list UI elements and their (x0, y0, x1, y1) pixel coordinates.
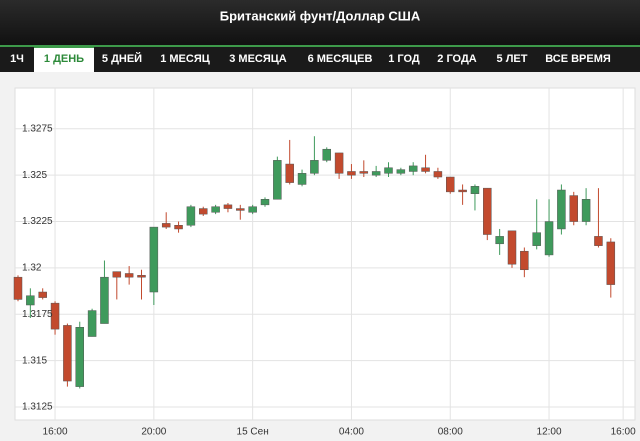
candle-body (137, 275, 146, 278)
candle-body (236, 208, 245, 211)
candle-body (63, 325, 72, 382)
x-tick-label: 20:00 (141, 427, 166, 438)
candle-body (38, 291, 47, 298)
candle-body (544, 221, 554, 256)
header-bar (0, 0, 640, 45)
y-tick-label: 1.3225 (22, 216, 53, 227)
tab-bar-line (0, 45, 640, 47)
candle-body (223, 204, 233, 209)
candle-body (347, 171, 356, 176)
y-tick-label: 1.3175 (22, 309, 53, 320)
y-tick-label: 1.325 (22, 170, 47, 181)
candle-body (458, 189, 467, 193)
x-tick-label: 04:00 (339, 427, 364, 438)
candle-body (248, 206, 257, 213)
candle-body (581, 199, 591, 222)
y-tick-label: 1.3275 (22, 123, 53, 134)
y-tick-label: 1.3125 (22, 402, 53, 413)
x-tick-label: 12:00 (537, 427, 562, 438)
tab[interactable]: 5 ЛЕТ (497, 53, 528, 65)
candle-body (199, 208, 208, 215)
candle-body (273, 160, 282, 200)
candle-body (13, 276, 23, 300)
candle-body (50, 302, 60, 330)
tab[interactable]: 3 МЕСЯЦА (229, 53, 287, 65)
plot-area (14, 87, 636, 421)
tab[interactable]: 1 ГОД (388, 53, 420, 65)
candle-body (310, 160, 319, 174)
tab[interactable]: ВСЕ ВРЕМЯ (545, 53, 611, 65)
candle-body (520, 250, 529, 271)
candle-body (408, 165, 418, 172)
x-tick-label: 08:00 (438, 427, 463, 438)
candle-body (285, 163, 294, 183)
x-tick-label: 16:00 (43, 427, 68, 438)
candle-body (433, 171, 443, 178)
candle-body (124, 273, 134, 278)
candle-body (322, 148, 331, 161)
candle-body (334, 152, 344, 174)
tab[interactable]: 1 ДЕНЬ (44, 53, 84, 65)
candle-body (174, 225, 183, 230)
candle-body (26, 295, 35, 306)
candle-body (594, 236, 603, 246)
active-tab-line (34, 45, 94, 48)
candle-body (470, 186, 480, 194)
candle-body (112, 271, 122, 278)
tab[interactable]: 6 МЕСЯЦЕВ (308, 53, 373, 65)
candle-body (396, 169, 406, 174)
candle-body (75, 327, 84, 387)
candle-body (260, 199, 270, 206)
candle-body (359, 171, 369, 174)
candle-body (421, 167, 430, 172)
candle-body (446, 176, 455, 193)
x-tick-label: 15 Сен (237, 427, 269, 438)
candle-body (483, 187, 492, 235)
candle-body (211, 206, 220, 213)
candle-body (507, 230, 517, 265)
candle-body (297, 173, 307, 185)
candle-body (495, 236, 504, 245)
candle-body (371, 171, 381, 176)
tab[interactable]: 1Ч (10, 53, 24, 65)
tab[interactable]: 1 МЕСЯЦ (160, 53, 210, 65)
active-tab-bg (34, 45, 94, 72)
candle-body (87, 310, 97, 337)
tab[interactable]: 5 ДНЕЙ (102, 52, 142, 65)
candle-body (606, 241, 616, 285)
candle-body (569, 195, 578, 222)
tab[interactable]: 2 ГОДА (437, 53, 477, 65)
candle-body (557, 189, 566, 230)
candle-body (186, 206, 196, 226)
y-tick-label: 1.315 (22, 355, 47, 366)
x-tick-label: 16:00 (611, 427, 636, 438)
tab-bar (0, 45, 640, 72)
candle-body (149, 226, 159, 293)
page-title: Британский фунт/Доллар США (220, 8, 421, 23)
candle-body (161, 223, 171, 228)
candle-body (384, 167, 393, 174)
y-tick-label: 1.32 (22, 263, 42, 274)
candle-body (532, 232, 541, 246)
candle-body (100, 276, 109, 324)
